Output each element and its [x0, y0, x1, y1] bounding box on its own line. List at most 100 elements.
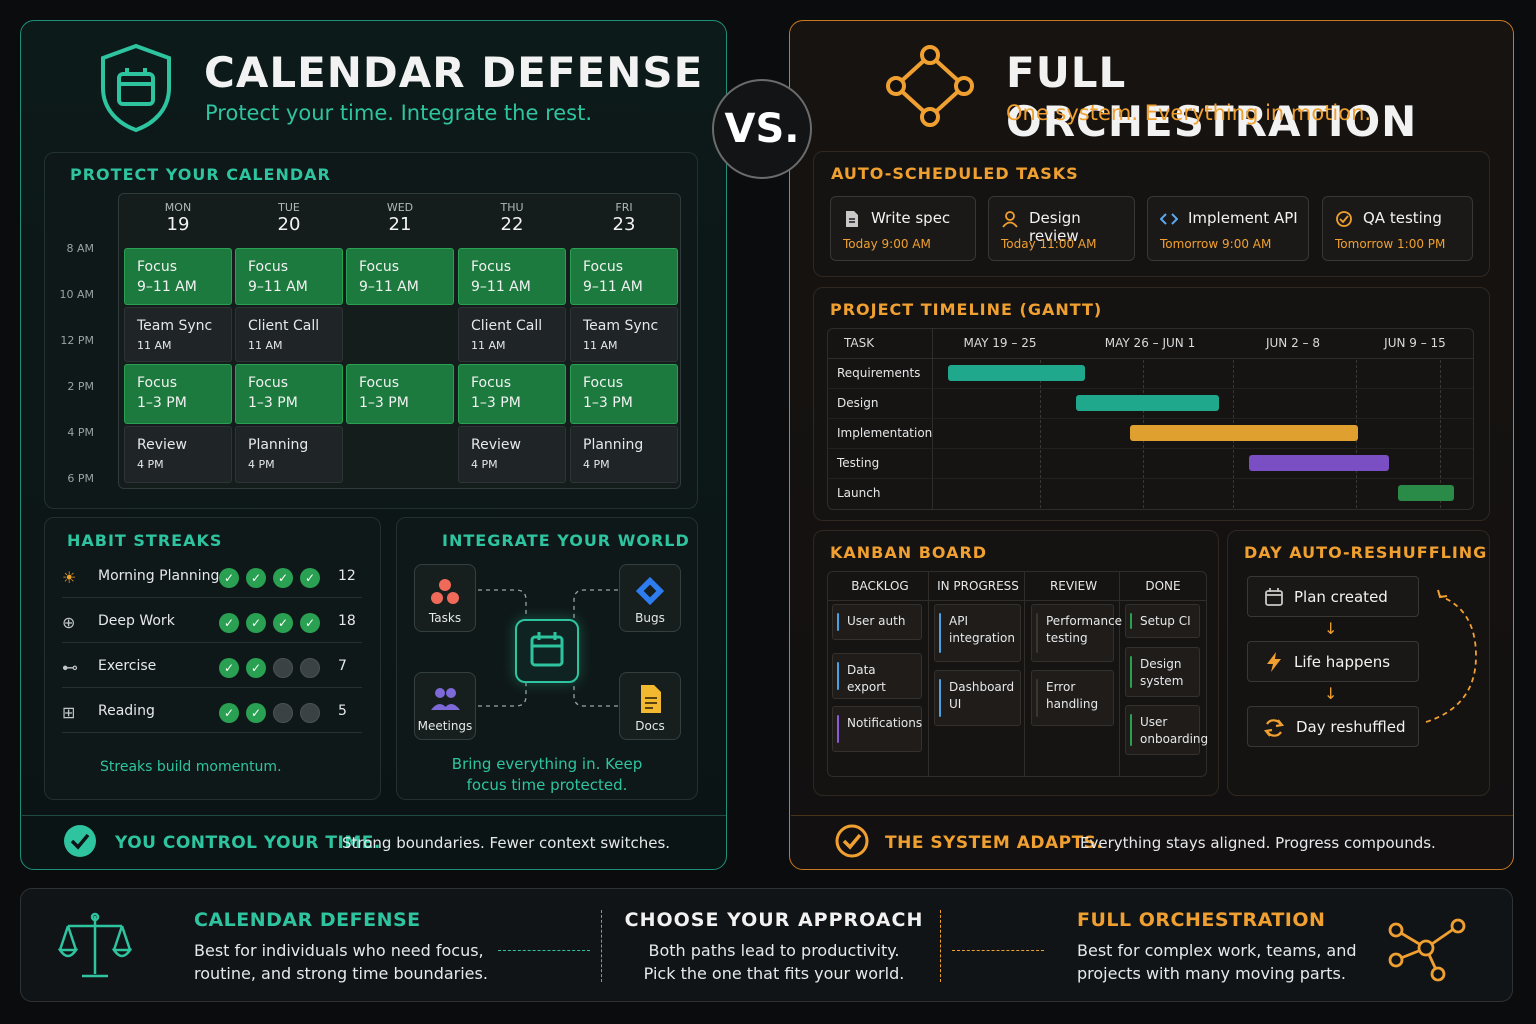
- check-icon: ✓: [273, 568, 293, 588]
- reshuffle-step-reshuffled-label: Day reshuffled: [1296, 718, 1406, 736]
- vs-badge: VS.: [712, 79, 812, 179]
- integration-docs[interactable]: Docs: [619, 672, 681, 740]
- gantt-bar[interactable]: [1249, 455, 1389, 471]
- meeting-block[interactable]: Planning 4 PM: [570, 426, 678, 483]
- kanban-card[interactable]: Data export: [832, 653, 922, 699]
- footer-left-text: Best for individuals who need focus, rou…: [194, 939, 488, 985]
- gantt-bar[interactable]: [1398, 485, 1454, 501]
- code-icon: [1160, 213, 1178, 225]
- meeting-block[interactable]: Review 4 PM: [458, 426, 566, 483]
- gantt-period-header: MAY 19 – 25: [963, 336, 1037, 350]
- lightning-icon: [1267, 652, 1281, 672]
- calendar-section-title: PROTECT YOUR CALENDAR: [70, 165, 331, 184]
- calendar-icon: [530, 632, 564, 667]
- task-card[interactable]: Write spec Today 9:00 AM: [830, 196, 976, 261]
- dumbbell-icon: ⊷: [62, 658, 78, 677]
- check-circle-icon: [64, 825, 96, 857]
- kanban-card[interactable]: User auth: [832, 604, 922, 640]
- meeting-block-time: 4 PM: [137, 458, 164, 471]
- footer-left-line2: routine, and strong time boundaries.: [194, 964, 488, 983]
- meeting-block[interactable]: Team Sync 11 AM: [570, 307, 678, 362]
- focus-block[interactable]: Focus 1–3 PM: [458, 364, 566, 424]
- integrate-footer: Bring everything in. Keep focus time pro…: [396, 754, 698, 796]
- kanban-card[interactable]: API integration: [934, 604, 1021, 662]
- focus-block-title: Focus: [583, 259, 623, 275]
- kanban-card[interactable]: Error handling: [1031, 670, 1114, 726]
- kanban-card[interactable]: Dashboard UI: [934, 670, 1021, 726]
- kanban-card[interactable]: User onboarding: [1125, 705, 1208, 755]
- focus-block[interactable]: Focus 9–11 AM: [235, 248, 343, 305]
- focus-block[interactable]: Focus 9–11 AM: [458, 248, 566, 305]
- meeting-block[interactable]: Team Sync 11 AM: [124, 307, 232, 362]
- day-header: WED 21: [345, 201, 455, 235]
- focus-block[interactable]: Focus 1–3 PM: [570, 364, 678, 424]
- habit-streaks-card: [44, 517, 381, 800]
- meeting-block-time: 11 AM: [137, 339, 172, 352]
- asana-dots-icon: [431, 579, 459, 604]
- footer-left-line1: Best for individuals who need focus,: [194, 941, 484, 960]
- day-date: 23: [612, 214, 636, 235]
- kanban-card[interactable]: Notifications: [832, 706, 922, 752]
- meeting-block[interactable]: Client Call 11 AM: [235, 307, 343, 362]
- meeting-block[interactable]: Planning 4 PM: [235, 426, 343, 483]
- gantt-bar[interactable]: [1076, 395, 1219, 411]
- habit-row: ☀ Morning Planning ✓ ✓ ✓ ✓ 12: [62, 558, 362, 598]
- integration-meetings[interactable]: Meetings: [414, 672, 476, 740]
- kanban-card[interactable]: Performance testing: [1031, 604, 1122, 662]
- task-card[interactable]: Design review Today 11:00 AM: [988, 196, 1135, 261]
- meeting-block[interactable]: Review 4 PM: [124, 426, 232, 483]
- day-of-week: WED: [386, 201, 414, 214]
- kanban-section-title: KANBAN BOARD: [830, 543, 988, 562]
- habit-row: ⊷ Exercise ✓ ✓ 7: [62, 648, 362, 688]
- focus-block-title: Focus: [471, 375, 511, 391]
- time-label: 12 PM: [60, 334, 94, 347]
- gantt-bar[interactable]: [948, 365, 1085, 381]
- focus-block[interactable]: Focus 1–3 PM: [124, 364, 232, 424]
- meeting-block-title: Review: [471, 437, 521, 453]
- focus-block[interactable]: Focus 1–3 PM: [346, 364, 454, 424]
- empty-dot-icon: [273, 703, 293, 723]
- gantt-bar[interactable]: [1130, 425, 1358, 441]
- reshuffle-step-life: Life happens: [1247, 641, 1419, 682]
- check-icon: ✓: [246, 613, 266, 633]
- habits-footer: Streaks build momentum.: [100, 759, 282, 775]
- task-time: Today 11:00 AM: [1001, 237, 1097, 251]
- day-of-week: TUE: [278, 201, 300, 214]
- gantt-row-divider: [828, 388, 1473, 389]
- focus-block[interactable]: Focus 9–11 AM: [570, 248, 678, 305]
- target-icon: ⊕: [62, 613, 76, 632]
- habit-label: Morning Planning: [98, 568, 220, 584]
- task-card[interactable]: QA testing Tomorrow 1:00 PM: [1322, 196, 1473, 261]
- task-label: QA testing: [1363, 209, 1442, 227]
- integration-tasks[interactable]: Tasks: [414, 564, 476, 632]
- focus-block-time: 9–11 AM: [471, 279, 531, 295]
- day-of-week: MON: [164, 201, 192, 214]
- integrate-footer-line2: focus time protected.: [466, 776, 628, 794]
- left-banner-strong: YOU CONTROL YOUR TIME.: [115, 833, 381, 853]
- day-header: THU 22: [457, 201, 567, 235]
- focus-block[interactable]: Focus 9–11 AM: [124, 248, 232, 305]
- footer-right-title: FULL ORCHESTRATION: [1077, 909, 1326, 931]
- reshuffle-step-plan: Plan created: [1247, 576, 1419, 617]
- focus-block-title: Focus: [248, 259, 288, 275]
- focus-block[interactable]: Focus 9–11 AM: [346, 248, 454, 305]
- person-icon: [1002, 211, 1018, 228]
- kanban-card[interactable]: Setup CI: [1125, 604, 1200, 638]
- footer-mid-title: CHOOSE YOUR APPROACH: [624, 909, 924, 931]
- sun-icon: ☀: [62, 568, 77, 587]
- gantt-row-label: Testing: [837, 456, 880, 470]
- kanban-column-divider: [1119, 572, 1120, 776]
- task-card[interactable]: Implement API Tomorrow 9:00 AM: [1147, 196, 1309, 261]
- day-of-week: THU: [500, 201, 524, 214]
- time-label: 10 AM: [59, 288, 94, 301]
- check-icon: ✓: [219, 568, 239, 588]
- right-banner-divider: [791, 815, 1513, 816]
- focus-block[interactable]: Focus 1–3 PM: [235, 364, 343, 424]
- kanban-column-divider: [1024, 572, 1025, 776]
- meeting-block[interactable]: Client Call 11 AM: [458, 307, 566, 362]
- reshuffle-step-reshuffled: Day reshuffled: [1247, 706, 1419, 747]
- integration-bugs[interactable]: Bugs: [619, 564, 681, 632]
- task-label: Write spec: [871, 209, 951, 227]
- kanban-card[interactable]: Design system: [1125, 647, 1200, 697]
- day-header: MON 19: [123, 201, 233, 235]
